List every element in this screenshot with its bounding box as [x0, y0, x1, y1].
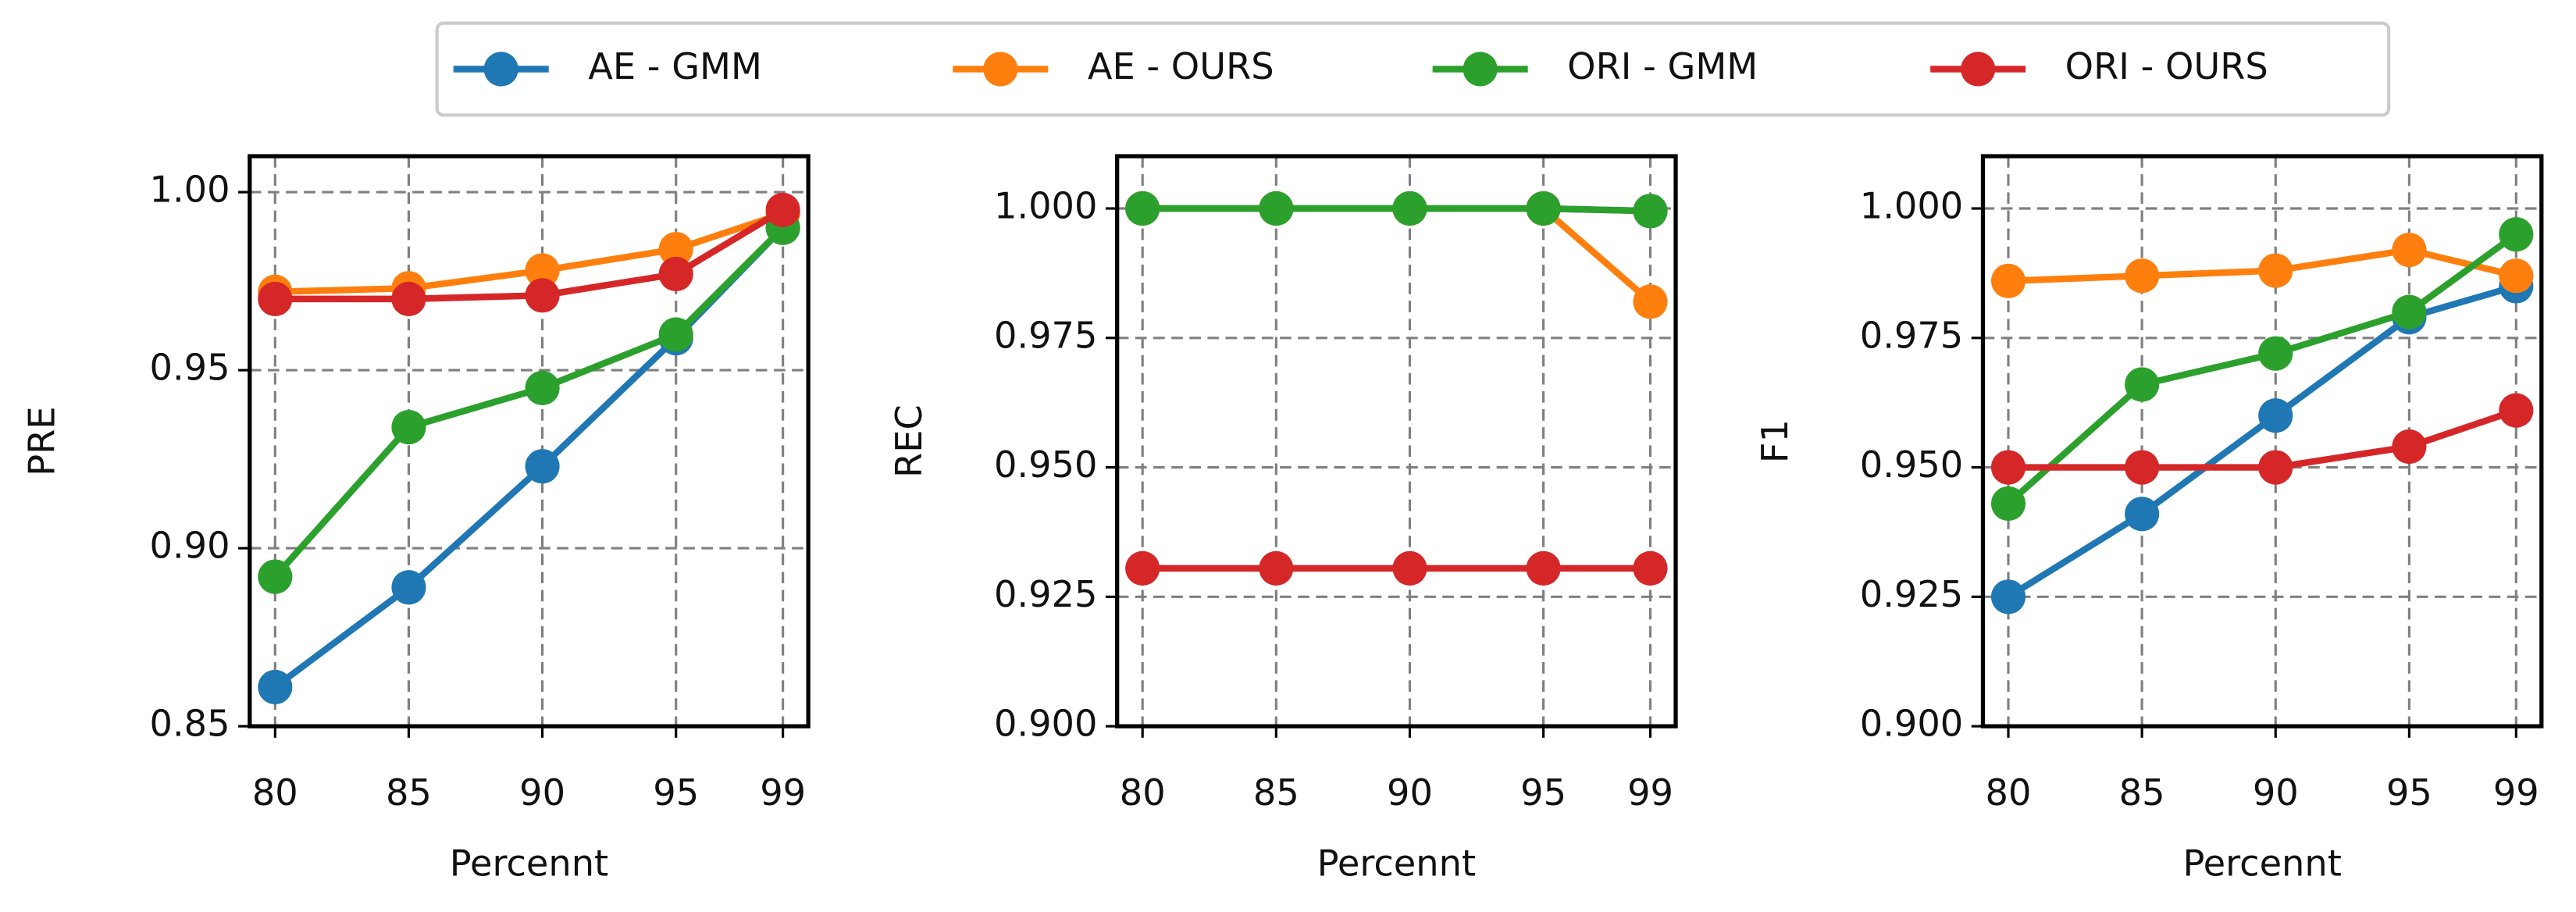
marker [1633, 194, 1668, 229]
plot-frame [248, 154, 811, 729]
marker [258, 559, 293, 594]
x-tick-label: 80 [1120, 771, 1166, 814]
legend-label: ORI - GMM [1567, 45, 1758, 87]
y-axis-label: REC [888, 404, 930, 478]
y-tick-label: 0.900 [1860, 703, 1963, 745]
marker [525, 278, 560, 313]
y-tick-label: 0.950 [1860, 444, 1963, 486]
marker [1392, 191, 1427, 226]
marker [1259, 550, 1294, 586]
x-axis-label: Percennt [1317, 842, 1476, 884]
x-tick-label: 95 [2386, 771, 2432, 814]
legend-marker [483, 52, 518, 87]
legend-label: ORI - OURS [2065, 45, 2268, 87]
marker [2392, 294, 2427, 330]
marker [658, 317, 693, 352]
series-line [2006, 283, 2517, 600]
y-tick-label: 1.000 [1860, 185, 1963, 227]
x-tick-label: 90 [2253, 771, 2299, 814]
y-axis-label: F1 [1754, 419, 1796, 463]
marker [1990, 450, 2026, 485]
x-tick-label: 80 [1986, 771, 2032, 814]
marker [391, 281, 426, 316]
x-tick-label: 95 [1520, 771, 1566, 814]
series-line [1142, 205, 1653, 305]
y-tick-label: 0.900 [994, 703, 1097, 745]
legend-box [435, 21, 2391, 117]
plot-frame [1115, 154, 1678, 729]
marker [525, 370, 560, 405]
x-tick-label: 90 [1387, 771, 1433, 814]
x-axis-label: Percennt [450, 842, 608, 884]
marker [2125, 497, 2160, 532]
x-tick-label: 85 [1253, 771, 1299, 814]
marker [525, 253, 560, 288]
marker [525, 449, 560, 484]
marker [765, 192, 800, 227]
marker [1526, 550, 1561, 586]
x-tick-label: 85 [2119, 771, 2165, 814]
marker [391, 570, 426, 605]
marker [2499, 217, 2534, 252]
marker [2125, 258, 2160, 294]
x-tick-label: 95 [653, 771, 699, 814]
x-tick-label: 99 [760, 771, 806, 814]
marker [391, 409, 426, 445]
x-tick-label: 99 [1627, 771, 1673, 814]
marker [1990, 263, 2026, 298]
marker [1526, 191, 1561, 226]
marker [2258, 253, 2293, 288]
marker [658, 231, 693, 267]
marker [258, 669, 293, 705]
y-tick-label: 0.975 [994, 314, 1097, 356]
legend-marker [1961, 52, 1996, 87]
marker [2392, 429, 2427, 465]
y-tick-label: 0.925 [1860, 573, 1963, 615]
marker [1392, 550, 1427, 586]
x-tick-label: 99 [2493, 771, 2539, 814]
marker [258, 281, 293, 316]
x-tick-label: 90 [519, 771, 565, 814]
marker [2499, 393, 2534, 428]
y-axis-label: PRE [20, 406, 62, 476]
y-tick-label: 0.950 [994, 444, 1097, 486]
marker [1259, 191, 1294, 226]
x-tick-label: 80 [252, 771, 298, 814]
x-tick-label: 85 [386, 771, 432, 814]
marker [2258, 450, 2293, 485]
marker [1125, 191, 1160, 226]
marker [1633, 284, 1668, 319]
marker [1990, 579, 2026, 615]
marker [2125, 450, 2160, 485]
legend-marker [983, 52, 1018, 87]
legend-label: AE - OURS [1088, 45, 1274, 87]
y-tick-label: 0.95 [150, 347, 230, 389]
y-tick-label: 0.85 [150, 703, 230, 745]
y-tick-label: 1.000 [994, 185, 1097, 227]
x-axis-label: Percennt [2182, 842, 2341, 884]
y-tick-label: 1.00 [150, 169, 230, 211]
marker [2392, 232, 2427, 268]
marker [1125, 550, 1160, 586]
plot-frame [1980, 154, 2544, 729]
y-tick-label: 0.975 [1860, 314, 1963, 356]
legend-marker [1463, 52, 1498, 87]
marker [2499, 258, 2534, 294]
y-tick-label: 0.90 [150, 525, 230, 567]
legend-label: AE - GMM [588, 45, 762, 87]
marker [2125, 367, 2160, 402]
marker [1990, 486, 2026, 522]
y-tick-label: 0.925 [994, 573, 1097, 615]
marker [2258, 398, 2293, 433]
marker [658, 256, 693, 292]
marker [1633, 550, 1668, 586]
marker [2258, 336, 2293, 371]
